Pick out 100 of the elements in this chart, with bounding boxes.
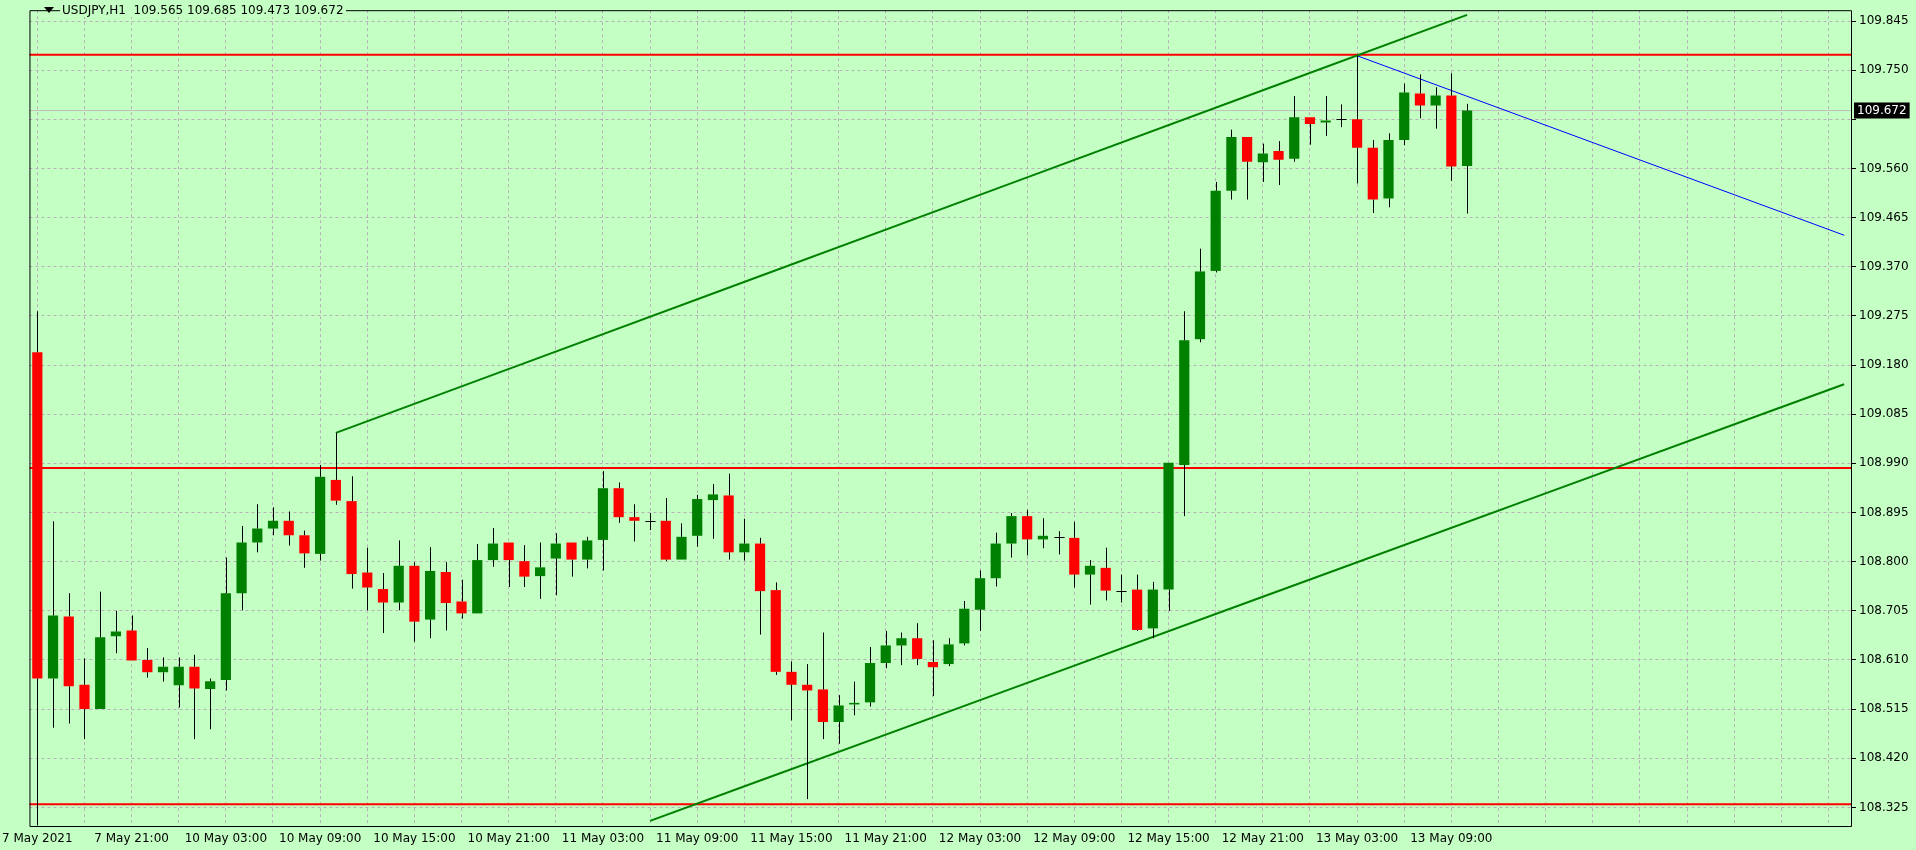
candlestick	[267, 506, 279, 536]
y-tick-label: 108.895	[1859, 504, 1909, 519]
candlestick	[189, 654, 200, 740]
candlestick	[440, 561, 451, 631]
x-tick-label: 11 May 21:00	[844, 831, 927, 846]
candlestick	[1242, 136, 1253, 201]
y-tick-label: 109.845	[1859, 13, 1909, 28]
candlestick	[597, 470, 609, 571]
x-tick-label: 10 May 15:00	[373, 831, 456, 846]
x-tick-label: 12 May 03:00	[938, 831, 1022, 846]
candlestick	[142, 647, 153, 679]
x-tick-label: 12 May 09:00	[1033, 831, 1116, 846]
x-tick-label: 10 May 03:00	[184, 831, 268, 846]
candlestick	[252, 503, 263, 553]
candlestick	[864, 646, 876, 707]
candlestick	[959, 600, 970, 646]
candlestick	[1084, 559, 1096, 606]
candlestick	[974, 569, 986, 632]
candlestick	[817, 632, 829, 740]
x-tick-label: 12 May 15:00	[1127, 831, 1210, 846]
candlestick	[1006, 512, 1017, 559]
candlestick	[236, 525, 247, 611]
candlestick	[1100, 547, 1111, 601]
candlestick	[833, 694, 844, 745]
candlestick	[1257, 143, 1268, 183]
candlestick	[1069, 521, 1080, 589]
candlestick	[315, 464, 326, 562]
y-tick-label: 109.370	[1859, 258, 1909, 273]
candlestick	[205, 678, 216, 730]
candlestick	[629, 503, 640, 542]
candlestick	[1304, 117, 1316, 146]
candlestick	[707, 483, 719, 540]
candlestick	[1147, 581, 1158, 639]
candlestick	[644, 512, 657, 531]
candlestick	[47, 520, 59, 729]
candlestick	[487, 527, 499, 568]
y-tick-label: 108.325	[1859, 799, 1909, 814]
candlestick	[1461, 103, 1473, 214]
candlestick	[346, 475, 357, 590]
y-tick-label: 108.420	[1859, 750, 1909, 765]
y-tick-label: 108.610	[1859, 652, 1909, 667]
y-tick-label: 109.085	[1859, 406, 1909, 421]
candlestick	[503, 542, 514, 588]
x-tick-label: 13 May 09:00	[1410, 831, 1493, 846]
candlestick	[1399, 83, 1410, 146]
candlestick	[534, 542, 546, 600]
candlestick	[896, 632, 907, 666]
candlestick	[1226, 129, 1237, 201]
candlestick	[1273, 140, 1284, 186]
candlestick	[723, 473, 734, 561]
y-tick-label: 108.705	[1859, 602, 1909, 617]
candlestick	[943, 637, 954, 667]
candlestick	[1053, 530, 1066, 555]
candlestick	[1132, 574, 1143, 630]
candlestick	[660, 497, 671, 562]
candlestick	[1179, 310, 1190, 517]
y-tick-label: 109.560	[1859, 160, 1909, 175]
y-tick-label: 108.990	[1859, 455, 1909, 470]
candlestick	[110, 610, 121, 654]
candlestick	[393, 539, 404, 611]
x-tick-label: 13 May 03:00	[1315, 831, 1399, 846]
candlestick	[786, 661, 797, 721]
candlestick	[770, 581, 781, 676]
x-tick-label: 10 May 09:00	[278, 831, 362, 846]
candlestick	[1351, 55, 1363, 184]
candlestick	[1383, 132, 1394, 208]
candlestick	[1446, 72, 1457, 182]
y-tick-label: 109.465	[1859, 209, 1909, 224]
candlestick	[566, 542, 577, 578]
y-tick-label: 108.800	[1859, 553, 1909, 568]
candlestick	[1210, 181, 1221, 273]
candlestick	[377, 572, 389, 634]
candlestick	[1414, 73, 1426, 119]
candlestick	[692, 494, 703, 548]
candlestick	[409, 561, 420, 643]
x-tick-label: 11 May 09:00	[656, 831, 739, 846]
y-tick-label: 108.515	[1859, 701, 1909, 716]
x-tick-label: 7 May 2021	[2, 831, 73, 846]
candlestick	[425, 546, 436, 639]
candlestick	[990, 532, 1001, 587]
chart-title: USDJPY,H1 109.565 109.685 109.473 109.672	[60, 3, 346, 17]
x-tick-label: 10 May 21:00	[467, 831, 550, 846]
candlestick	[1335, 103, 1348, 128]
candlestick	[550, 532, 561, 596]
candlestick	[1430, 86, 1441, 130]
candlestick	[582, 536, 593, 569]
candlestick	[676, 522, 687, 560]
candlestick	[1115, 574, 1128, 604]
candlestick	[519, 544, 530, 588]
candlestick	[126, 614, 137, 661]
candlestick	[362, 547, 373, 611]
x-tick-label: 11 May 03:00	[561, 831, 645, 846]
candlestick	[220, 557, 231, 691]
y-tick-label: 109.180	[1859, 357, 1909, 372]
candlestick	[1367, 139, 1378, 214]
candlestick	[472, 543, 483, 614]
candlestick	[1320, 95, 1331, 137]
candlestick	[63, 592, 74, 725]
candlestick	[299, 530, 310, 569]
candlestick	[95, 591, 106, 710]
